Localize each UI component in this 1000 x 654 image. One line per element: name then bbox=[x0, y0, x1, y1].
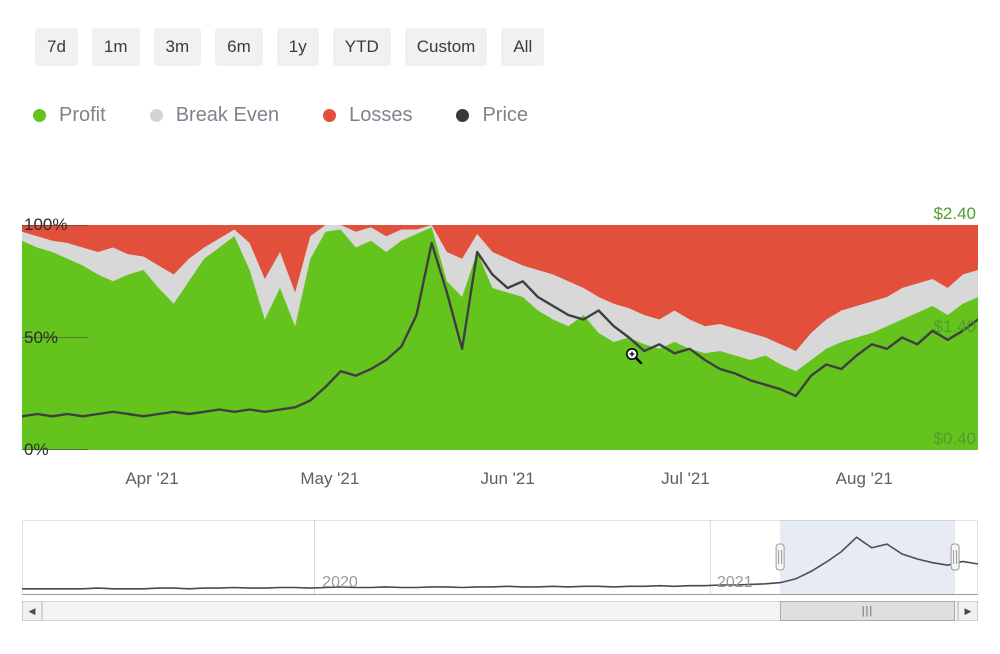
main-chart[interactable]: 100% 50% 0% $2.40 $1.40 $0.40 Apr '21 May '21 Ju… bbox=[22, 205, 978, 488]
y-axis-left-label: 100% bbox=[24, 215, 68, 234]
legend-item-break-even[interactable]: Break Even bbox=[149, 104, 280, 127]
x-axis-label: Jul '21 bbox=[661, 469, 710, 488]
y-axis-left-label: 50% bbox=[24, 327, 59, 347]
range-button-custom[interactable]: Custom bbox=[404, 28, 488, 66]
navigator-selection[interactable] bbox=[780, 520, 955, 594]
range-button-6m[interactable]: 6m bbox=[215, 28, 263, 66]
navigator-handle-left[interactable] bbox=[775, 543, 785, 571]
scrollbar: ◀ ||| ▶ bbox=[22, 601, 978, 621]
legend-dot-icon bbox=[323, 109, 337, 122]
navigator-year-label: 2021 bbox=[717, 574, 753, 591]
navigator-year-label: 2020 bbox=[322, 574, 358, 591]
legend-item-profit[interactable]: Profit bbox=[33, 104, 106, 127]
legend-label: Price bbox=[482, 104, 529, 126]
legend-item-price[interactable]: Price bbox=[456, 104, 528, 127]
y-axis-right-label: $2.40 bbox=[933, 204, 976, 223]
scrollbar-track[interactable] bbox=[42, 601, 958, 621]
left-arrow-icon: ◀ bbox=[28, 605, 36, 616]
x-axis-label: May '21 bbox=[300, 469, 360, 488]
right-arrow-icon: ▶ bbox=[964, 605, 972, 616]
range-button-all[interactable]: All bbox=[501, 28, 545, 66]
x-axis-label: Aug '21 bbox=[835, 469, 893, 488]
range-button-1y[interactable]: 1y bbox=[276, 28, 319, 66]
navigator[interactable]: 2020 2021 bbox=[22, 520, 978, 598]
legend: Profit Break Even Losses Price bbox=[33, 104, 528, 127]
scrollbar-grip-icon: ||| bbox=[861, 604, 874, 617]
price-line bbox=[22, 241, 978, 418]
legend-label: Profit bbox=[59, 104, 106, 126]
navigator-canvas bbox=[22, 520, 978, 595]
legend-dot-icon bbox=[456, 109, 470, 122]
y-axis-right-label: $0.40 bbox=[933, 429, 976, 448]
scrollbar-thumb[interactable]: ||| bbox=[780, 601, 955, 621]
range-button-7d[interactable]: 7d bbox=[35, 28, 78, 66]
scrollbar-left-button[interactable]: ◀ bbox=[22, 601, 42, 621]
legend-item-losses[interactable]: Losses bbox=[323, 104, 412, 127]
legend-dot-icon bbox=[33, 109, 46, 122]
profit-area bbox=[22, 227, 978, 450]
range-button-ytd[interactable]: YTD bbox=[332, 28, 391, 66]
range-button-1m[interactable]: 1m bbox=[91, 28, 140, 66]
scrollbar-right-button[interactable]: ▶ bbox=[958, 601, 978, 621]
legend-dot-icon bbox=[149, 109, 163, 122]
x-axis-label: Jun '21 bbox=[480, 469, 535, 488]
navigator-series-line bbox=[22, 536, 978, 590]
range-button-3m[interactable]: 3m bbox=[153, 28, 202, 66]
legend-label: Break Even bbox=[175, 104, 280, 126]
range-selector: 7d 1m 3m 6m 1y YTD Custom All bbox=[35, 28, 545, 66]
main-chart-canvas bbox=[22, 225, 978, 450]
x-axis-label: Apr '21 bbox=[125, 469, 179, 488]
y-axis-left-label: 0% bbox=[24, 440, 49, 459]
legend-label: Losses bbox=[349, 104, 413, 126]
y-axis-right-label: $1.40 bbox=[933, 316, 976, 336]
navigator-handle-right[interactable] bbox=[950, 543, 960, 571]
